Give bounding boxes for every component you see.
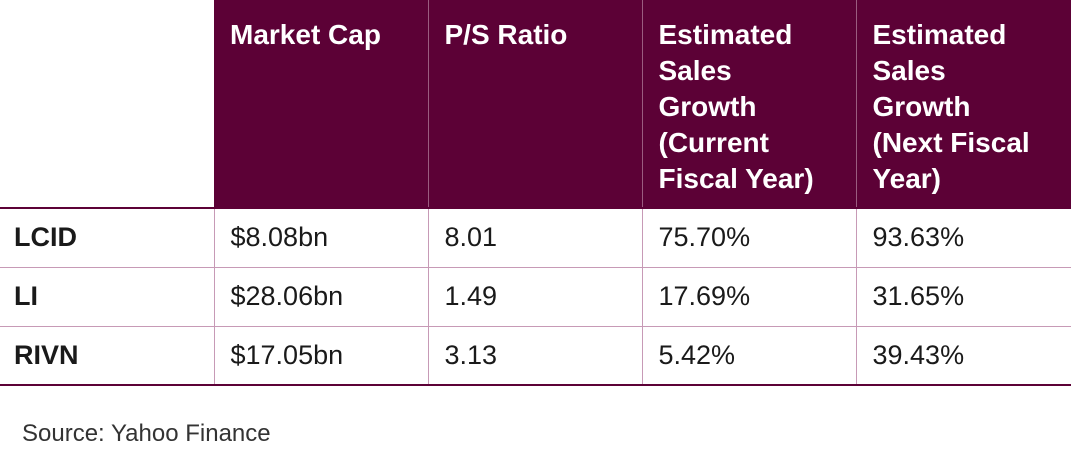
header-line: (Current [658, 127, 769, 158]
header-line: Market Cap [230, 19, 381, 50]
ps-ratio-cell: 1.49 [427, 267, 642, 327]
header-sales-growth-current: Estimated Sales Growth (Current Fiscal Y… [641, 0, 856, 208]
table-row: RIVN $17.05bn 3.13 5.42% 39.43% [0, 326, 1071, 386]
header-line: Growth [872, 91, 971, 122]
header-line: Estimated [658, 19, 793, 50]
header-line: Year) [872, 163, 942, 194]
header-line: Sales [658, 55, 732, 86]
header-line: Fiscal Year) [658, 163, 814, 194]
comparison-table: Market Cap P/S Ratio Estimated Sales Gro… [0, 0, 1071, 386]
sales-growth-next-cell: 31.65% [855, 267, 1071, 327]
sales-growth-next-cell: 39.43% [855, 326, 1071, 386]
header-market-cap: Market Cap [214, 0, 428, 208]
sales-growth-current-cell: 5.42% [641, 326, 856, 386]
table-row: LCID $8.08bn 8.01 75.70% 93.63% [0, 207, 1071, 268]
ticker-cell: LCID [0, 207, 214, 268]
header-line: Growth [658, 91, 757, 122]
ps-ratio-cell: 8.01 [427, 207, 642, 268]
header-corner-cell [0, 0, 214, 208]
sales-growth-next-cell: 93.63% [855, 207, 1071, 268]
header-line: Sales [872, 55, 946, 86]
comparison-table-container: Market Cap P/S Ratio Estimated Sales Gro… [0, 0, 1071, 386]
header-line: Estimated [872, 19, 1007, 50]
ticker-cell: LI [0, 267, 214, 327]
table-row: LI $28.06bn 1.49 17.69% 31.65% [0, 267, 1071, 327]
table-header-row: Market Cap P/S Ratio Estimated Sales Gro… [0, 0, 1071, 208]
source-note: Source: Yahoo Finance [22, 420, 271, 447]
header-sales-growth-next: Estimated Sales Growth (Next Fiscal Year… [855, 0, 1071, 208]
market-cap-cell: $28.06bn [213, 267, 428, 327]
ps-ratio-cell: 3.13 [427, 326, 642, 386]
sales-growth-current-cell: 75.70% [641, 207, 856, 268]
header-line: (Next Fiscal [872, 127, 1030, 158]
ticker-cell: RIVN [0, 326, 214, 386]
market-cap-cell: $17.05bn [213, 326, 428, 386]
header-ps-ratio: P/S Ratio [427, 0, 642, 208]
market-cap-cell: $8.08bn [213, 207, 428, 268]
header-line: P/S Ratio [444, 19, 568, 50]
sales-growth-current-cell: 17.69% [641, 267, 856, 327]
